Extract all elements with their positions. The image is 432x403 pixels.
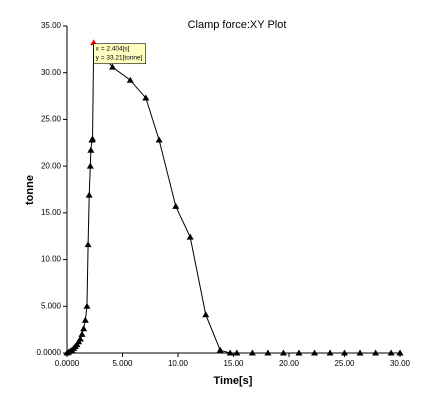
x-tick-label: 10.00 xyxy=(168,359,189,368)
annotation-box xyxy=(93,43,146,65)
data-point xyxy=(233,349,241,356)
data-point xyxy=(83,302,91,309)
data-point xyxy=(295,349,303,356)
data-point xyxy=(155,136,163,143)
data-point xyxy=(202,311,210,318)
data-point xyxy=(226,349,234,356)
data-point xyxy=(76,335,84,342)
data-point xyxy=(279,349,287,356)
data-point xyxy=(109,63,117,70)
data-point xyxy=(142,94,150,101)
x-tick-label: 20.00 xyxy=(279,359,300,368)
y-tick-label: 15.00 xyxy=(41,208,62,217)
data-point xyxy=(186,233,194,240)
x-tick-label: 0.0000 xyxy=(55,359,80,368)
data-point xyxy=(341,349,348,356)
y-tick-label: 35.00 xyxy=(41,21,62,30)
annotation-text: x = 2.404[s] xyxy=(96,45,130,52)
data-point xyxy=(81,316,89,323)
y-tick-label: 30.00 xyxy=(41,68,62,77)
y-tick-label: 5.000 xyxy=(41,301,62,310)
data-point xyxy=(311,349,319,356)
y-axis-label: tonne xyxy=(24,175,36,205)
data-point xyxy=(87,146,95,153)
data-point xyxy=(84,241,92,248)
annotation-text: y = 33.21[tonne] xyxy=(96,54,143,61)
data-point xyxy=(85,191,93,198)
data-point xyxy=(326,349,334,356)
y-tick-label: 25.00 xyxy=(41,115,62,124)
data-point xyxy=(216,346,224,353)
data-point xyxy=(126,76,134,83)
data-point xyxy=(78,330,86,337)
x-axis-label: Time[s] xyxy=(214,375,253,387)
data-point xyxy=(372,349,380,356)
x-tick-label: 25.00 xyxy=(334,359,355,368)
y-tick-label: 10.00 xyxy=(41,255,62,264)
data-point xyxy=(248,349,256,356)
chart-title: Clamp force:XY Plot xyxy=(188,19,287,31)
data-point xyxy=(264,349,272,356)
data-point xyxy=(387,349,395,356)
data-point xyxy=(89,135,97,142)
data-point xyxy=(356,349,364,356)
data-point xyxy=(80,325,88,332)
data-point xyxy=(86,162,94,169)
y-tick-label: 20.00 xyxy=(41,161,62,170)
y-tick-label: 0.0000 xyxy=(37,348,62,357)
data-point xyxy=(396,349,404,356)
x-tick-label: 30.00 xyxy=(390,359,411,368)
x-tick-label: 5.000 xyxy=(112,359,133,368)
x-tick-label: 15.00 xyxy=(223,359,244,368)
data-point xyxy=(172,202,180,209)
